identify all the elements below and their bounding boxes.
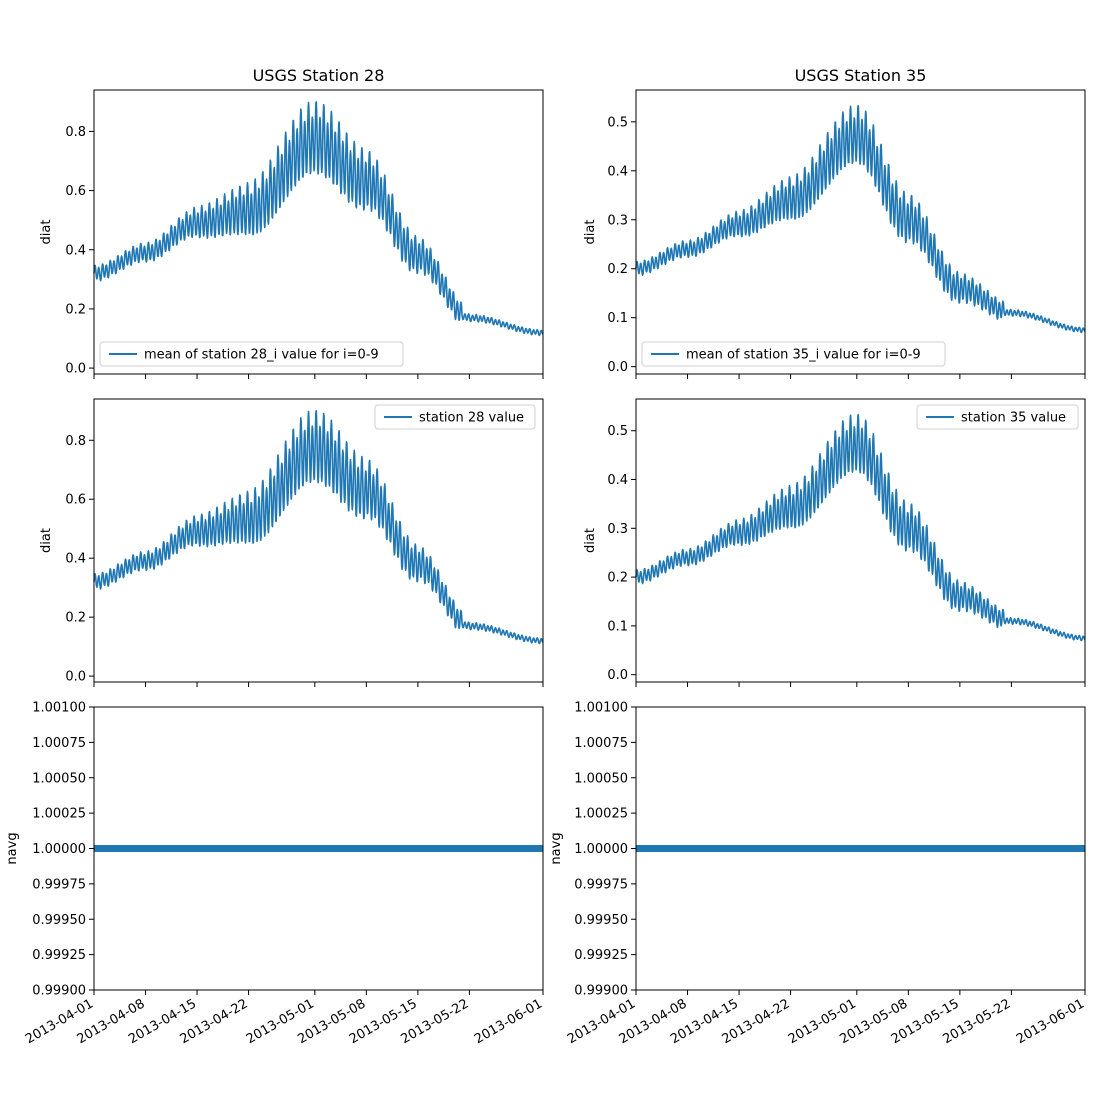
y-tick-label: 0.99975 [32, 877, 86, 892]
legend-label: station 28 value [419, 411, 524, 426]
y-tick-label: 1.00000 [32, 842, 86, 857]
y-axis-label: diat [583, 220, 598, 245]
panel-title: USGS Station 28 [253, 66, 385, 85]
y-axis-label: diat [39, 528, 54, 553]
panel-title: USGS Station 35 [795, 66, 927, 85]
panel-station-35-navg: 0.99900 0.99925 0.99950 0.99975 1.00000 1.000… [549, 701, 1087, 1048]
y-tick-label: 0.2 [607, 262, 628, 277]
plot-area [635, 89, 1086, 375]
y-tick-label: 0.6 [65, 184, 86, 199]
legend-label: mean of station 35_i value for i=0-9 [686, 348, 921, 363]
series-line [635, 104, 1086, 334]
y-axis-label: diat [583, 528, 598, 553]
y-tick-label: 0.2 [65, 302, 86, 317]
y-tick-label: 0.0 [607, 668, 628, 683]
y-tick-label: 0.0 [607, 360, 628, 375]
y-axis-label: diat [39, 220, 54, 245]
y-tick-label: 0.0 [65, 362, 86, 377]
series-line [93, 101, 544, 337]
legend: mean of station 35_i value for i=0-9 [641, 341, 946, 367]
y-axis-label: navg [5, 832, 20, 864]
legend-box [99, 341, 404, 367]
y-tick-label: 0.4 [65, 552, 86, 567]
y-tick-label: 0.2 [607, 571, 628, 586]
plot-area [93, 398, 544, 683]
y-tick-label: 0.2 [65, 611, 86, 626]
y-tick-label: 1.00075 [32, 736, 86, 751]
y-tick-label: 0.99925 [574, 948, 628, 963]
legend-label: station 35 value [961, 411, 1066, 426]
plot-area [635, 398, 1086, 683]
y-tick-label: 0.99975 [574, 877, 628, 892]
y-tick-label: 0.8 [65, 125, 86, 140]
panel-station-28-mean: 0.0 0.2 0.4 0.6 0.8 USGS Station 28 diat mean o… [39, 66, 544, 379]
y-tick-label: 0.1 [607, 311, 628, 326]
x-tick-label: 2013-06-01 [472, 996, 545, 1047]
y-tick-label: 0.99950 [574, 913, 628, 928]
panel-station-35-value: 0.0 0.1 0.2 0.3 0.4 0.5 diat station 35 value [583, 398, 1086, 687]
y-tick-label: 0.99950 [32, 913, 86, 928]
y-tick-label: 0.5 [607, 115, 628, 130]
legend-box [374, 404, 536, 430]
y-tick-label: 0.99900 [32, 984, 86, 999]
y-tick-label: 0.4 [607, 473, 628, 488]
legend: station 35 value [916, 404, 1079, 430]
series-line [635, 413, 1086, 642]
y-tick-label: 1.00050 [32, 771, 86, 786]
y-tick-label: 0.6 [65, 493, 86, 508]
legend-label: mean of station 28_i value for i=0-9 [144, 348, 379, 363]
panel-station-28-value: 0.0 0.2 0.4 0.6 0.8 diat station 28 value [39, 398, 544, 687]
y-tick-label: 0.99900 [574, 984, 628, 999]
y-tick-label: 1.00075 [574, 736, 628, 751]
y-tick-label: 0.0 [65, 670, 86, 685]
legend: mean of station 28_i value for i=0-9 [99, 341, 404, 367]
series-line [93, 410, 544, 645]
legend-box [916, 404, 1079, 430]
legend: station 28 value [374, 404, 536, 430]
plot-area [93, 89, 544, 375]
y-tick-label: 0.99925 [32, 948, 86, 963]
y-tick-label: 0.4 [607, 164, 628, 179]
y-tick-label: 1.00100 [32, 701, 86, 716]
y-axis-label: navg [549, 832, 564, 864]
panel-station-28-navg: 0.99900 0.99925 0.99950 0.99975 1.00000 1.000… [5, 701, 545, 1048]
legend-box [641, 341, 946, 367]
y-tick-label: 1.00050 [574, 771, 628, 786]
y-tick-label: 0.3 [607, 213, 628, 228]
y-tick-label: 0.4 [65, 243, 86, 258]
y-tick-label: 0.3 [607, 522, 628, 537]
y-tick-label: 0.8 [65, 434, 86, 449]
y-tick-label: 1.00000 [574, 842, 628, 857]
y-tick-label: 0.5 [607, 424, 628, 439]
panel-station-35-mean: 0.0 0.1 0.2 0.3 0.4 0.5 USGS Station 35 diat mea… [583, 66, 1086, 379]
y-tick-label: 0.1 [607, 619, 628, 634]
y-tick-label: 1.00025 [574, 807, 628, 822]
y-tick-label: 1.00025 [32, 807, 86, 822]
x-tick-label: 2013-06-01 [1014, 996, 1087, 1047]
y-tick-label: 1.00100 [574, 701, 628, 716]
